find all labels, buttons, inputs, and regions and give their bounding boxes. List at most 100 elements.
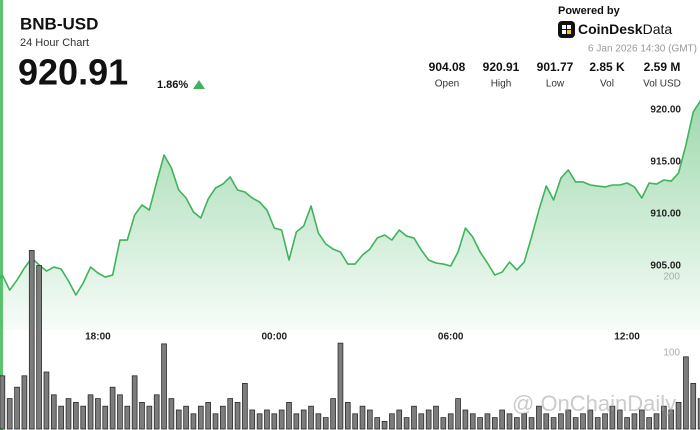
volume-bar xyxy=(381,420,388,430)
volume-bar xyxy=(587,409,594,430)
price: 920.91 xyxy=(18,52,128,93)
volume-bar xyxy=(124,405,131,430)
volume-bar xyxy=(6,398,13,430)
volume-bar xyxy=(212,413,219,430)
volume-bar xyxy=(580,413,586,430)
volume-bar xyxy=(87,394,94,430)
volume-bar xyxy=(396,409,403,430)
volume-bar xyxy=(418,413,425,430)
volume-bar xyxy=(278,409,285,430)
volume-bar xyxy=(543,413,550,430)
stat-value: 904.08 xyxy=(429,60,466,74)
volume-bar xyxy=(624,417,630,430)
volume-bar xyxy=(550,417,557,430)
timestamp: 6 Jan 2026 14:30 (GMT) xyxy=(588,44,697,55)
volume-bar xyxy=(425,409,432,430)
volume-bar xyxy=(447,413,454,430)
volume-bar xyxy=(300,409,307,430)
volume-bar xyxy=(131,375,138,430)
volume-bar xyxy=(139,401,145,430)
stat-label: Vol xyxy=(600,79,614,90)
volume-bar xyxy=(499,409,505,430)
y-tick-label: 915.00 xyxy=(650,157,681,168)
volume-bar xyxy=(374,417,381,430)
volume-bar xyxy=(697,398,700,430)
volume-bar xyxy=(36,265,42,430)
volume-bar xyxy=(477,417,483,430)
volume-bar xyxy=(28,249,35,430)
volume-bar xyxy=(109,386,116,430)
volume-bar xyxy=(683,356,689,430)
stat-label: Open xyxy=(435,79,459,90)
volume-bar xyxy=(572,417,579,430)
volume-bar xyxy=(80,405,87,430)
powered-by: Powered by xyxy=(558,5,621,17)
volume-bar xyxy=(631,413,638,430)
volume-bar xyxy=(616,409,623,430)
volume-bar xyxy=(220,405,226,430)
volume-bar xyxy=(21,375,28,430)
volume-bar xyxy=(491,417,498,430)
price-area xyxy=(0,101,700,330)
volume-bar xyxy=(462,409,469,430)
x-tick-label: 00:00 xyxy=(262,332,288,343)
volume-bar xyxy=(602,413,608,430)
volume-bar xyxy=(455,398,461,430)
volume-bar xyxy=(528,417,535,430)
subtitle: 24 Hour Chart xyxy=(20,37,89,49)
brand-logo xyxy=(558,21,575,38)
volume-bar xyxy=(168,398,175,430)
volume-bar xyxy=(58,405,64,430)
volume-bar xyxy=(506,413,513,430)
stat-value: 920.91 xyxy=(483,60,520,74)
volume-bar xyxy=(256,413,263,430)
volume-bar xyxy=(653,413,660,430)
volume-bar xyxy=(389,413,395,430)
volume-bar xyxy=(308,405,314,430)
volume-bar xyxy=(359,405,366,430)
volume-bar xyxy=(322,417,329,430)
volume-bar xyxy=(50,394,57,430)
volume-bar xyxy=(646,417,652,430)
y-tick-label: 910.00 xyxy=(650,209,681,220)
volume-bar xyxy=(565,409,572,430)
volume-bar xyxy=(337,342,344,430)
y2-tick-label: 100 xyxy=(663,348,680,359)
volume-bar xyxy=(675,401,682,430)
volume-bar xyxy=(661,405,667,430)
volume-bar xyxy=(469,413,476,430)
volume-bar xyxy=(690,382,697,430)
volume-bar xyxy=(65,398,72,430)
volume-bar xyxy=(638,409,645,430)
volume-bar xyxy=(484,413,491,430)
y-tick-label: 905.00 xyxy=(650,261,681,272)
volume-bar xyxy=(153,394,160,430)
volume-bar xyxy=(146,405,153,430)
volume-bar xyxy=(668,409,675,430)
volume-bar xyxy=(403,417,410,430)
volume-bar xyxy=(249,409,256,430)
volume-bar xyxy=(205,401,211,430)
volume-bar xyxy=(330,398,336,430)
volume-bar xyxy=(536,405,542,430)
volume-bar xyxy=(0,375,6,430)
volume-bar xyxy=(609,405,616,430)
y-tick-label: 920.00 xyxy=(650,105,681,116)
volume-bar xyxy=(271,413,278,430)
volume-bar xyxy=(242,382,248,430)
volume-bar xyxy=(264,409,270,430)
volume-bar xyxy=(183,405,189,430)
volume-bar xyxy=(344,401,351,430)
volume-bar xyxy=(234,401,241,430)
volume-bar xyxy=(102,405,109,430)
stats: 904.08 Open 920.91 High 901.77 Low 2.85 K Vol 2.… xyxy=(429,60,681,89)
watermark: @ OnChainDaily xyxy=(512,391,676,416)
volume-bar xyxy=(293,413,300,430)
volume-bar xyxy=(367,409,373,430)
brand-suffix: Data xyxy=(643,21,673,37)
change: 1.86% xyxy=(157,79,188,91)
plot xyxy=(0,100,700,430)
brand-name: CoinDesk xyxy=(578,21,643,37)
